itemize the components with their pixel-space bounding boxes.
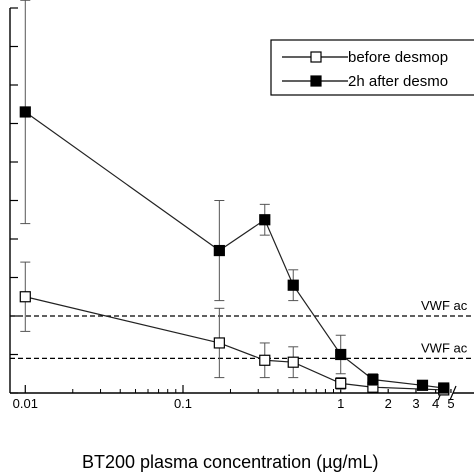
x-tick-label: 5: [447, 396, 454, 411]
series-before: [19, 261, 450, 396]
data-point: [287, 279, 299, 291]
x-tick-label: 2: [385, 396, 392, 411]
series-after: [19, 0, 450, 394]
x-tick-label: 0.01: [13, 396, 38, 411]
axis-break-mark: [449, 385, 457, 401]
data-point: [19, 291, 31, 303]
series-line: [24, 111, 444, 389]
x-tick-label: 4: [432, 396, 439, 411]
x-tick-label: 0.1: [174, 396, 192, 411]
series-line: [25, 296, 444, 391]
reference-line-label: VWF ac: [421, 340, 468, 355]
legend: before desmop 2h after desmo: [270, 39, 474, 96]
data-point: [287, 356, 299, 368]
legend-box: [270, 39, 474, 96]
data-point: [335, 348, 347, 361]
x-tick-label: 1: [337, 396, 344, 411]
legend-marker: [310, 51, 322, 63]
data-point: [259, 354, 271, 366]
data-point: [367, 373, 379, 386]
reference-line-label: VWF ac: [421, 298, 468, 313]
data-point: [438, 382, 450, 394]
legend-marker: [310, 75, 322, 87]
legend-label: 2h after desmo: [348, 73, 448, 90]
data-point: [259, 214, 271, 226]
x-tick-label: 3: [412, 396, 419, 411]
series-layer: [19, 0, 450, 396]
data-point: [213, 244, 225, 257]
x-axis-title: BT200 plasma concentration (µg/mL): [82, 452, 379, 472]
legend-label: before desmop: [348, 49, 448, 66]
data-point: [335, 377, 347, 389]
reference-lines: VWF ac VWF ac: [10, 298, 474, 359]
data-point: [19, 106, 31, 118]
data-point: [213, 337, 225, 349]
data-point: [416, 379, 429, 391]
